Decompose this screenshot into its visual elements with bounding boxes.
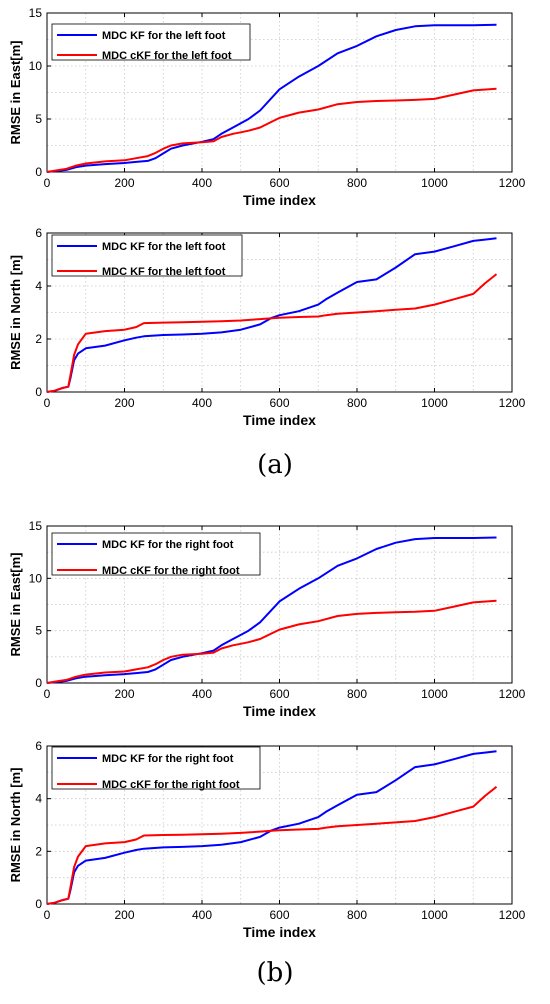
x-tick-label: 400 <box>192 908 212 922</box>
legend-entry: MDC KF for the right foot <box>102 539 234 551</box>
series-line-blue <box>46 23 497 173</box>
y-tick-label: 10 <box>29 59 43 73</box>
legend: MDC KF for the right foot MDC cKF for the… <box>51 746 261 791</box>
series-line-blue <box>46 750 497 905</box>
legend-box <box>51 532 261 576</box>
legend-entry: MDC cKF for the left foot <box>102 50 232 62</box>
x-tick-label: 1000 <box>421 396 448 410</box>
y-tick-label: 15 <box>29 519 43 533</box>
legend-entry: MDC KF for the right foot <box>102 753 234 765</box>
y-tick-label: 2 <box>35 332 42 346</box>
x-tick-label: 800 <box>347 396 367 410</box>
x-tick-label: 600 <box>269 687 289 701</box>
x-tick-label: 400 <box>192 396 212 410</box>
legend-entry: MDC KF for the left foot <box>102 241 226 253</box>
x-tick-label: 600 <box>269 908 289 922</box>
x-tick-label: 0 <box>44 176 51 190</box>
x-tick-label: 200 <box>114 687 134 701</box>
series-line-red <box>46 273 498 393</box>
x-tick-label: 1000 <box>421 176 448 190</box>
y-tick-label: 5 <box>35 112 42 126</box>
x-tick-label: 1200 <box>499 396 526 410</box>
y-tick-label: 5 <box>35 624 42 638</box>
y-tick-label: 0 <box>35 385 42 399</box>
x-tick-label: 0 <box>44 687 51 701</box>
legend-entry: MDC KF for the left foot <box>102 30 226 42</box>
legend-entry: MDC KF for the left foot <box>102 266 226 278</box>
x-tick-label: 600 <box>269 396 289 410</box>
chart-b-north: 0 200 400 600 800 1000 1200 0 2 4 6 Time index RMSE … <box>8 739 526 940</box>
y-tick-label: 0 <box>35 897 42 911</box>
legend-box <box>51 234 243 277</box>
legend-entry: MDC cKF for the right foot <box>102 565 240 577</box>
x-tick-label: 800 <box>347 176 367 190</box>
y-tick-label: 6 <box>35 739 42 753</box>
y-tick-label: 6 <box>35 226 42 240</box>
x-tick-label: 1200 <box>499 687 526 701</box>
legend-entry: MDC cKF for the right foot <box>102 779 240 791</box>
grid <box>47 233 512 392</box>
x-tick-label: 0 <box>44 908 51 922</box>
legend: MDC KF for the right foot MDC cKF for the… <box>51 532 261 577</box>
x-axis-label: Time index <box>243 703 316 719</box>
x-axis-label: Time index <box>243 192 316 208</box>
y-axis-label: RMSE in North [m] <box>8 255 23 370</box>
y-tick-label: 0 <box>35 165 42 179</box>
legend: MDC KF for the left foot MDC cKF for the … <box>51 23 251 62</box>
y-axis-label: RMSE in East[m] <box>8 552 23 656</box>
x-tick-label: 200 <box>114 396 134 410</box>
series-line-red <box>46 87 497 173</box>
x-tick-label: 400 <box>192 176 212 190</box>
y-axis-label: RMSE in North [m] <box>8 768 23 883</box>
y-tick-label: 4 <box>35 792 42 806</box>
x-tick-label: 1000 <box>421 687 448 701</box>
x-tick-label: 200 <box>114 176 134 190</box>
x-axis-label: Time index <box>243 412 316 428</box>
legend-box <box>51 746 261 790</box>
y-tick-label: 15 <box>29 6 43 20</box>
x-tick-label: 1000 <box>421 908 448 922</box>
x-axis-label: Time index <box>243 924 316 940</box>
series-line-blue <box>46 237 497 393</box>
x-tick-label: 800 <box>347 908 367 922</box>
x-tick-label: 400 <box>192 687 212 701</box>
y-axis-label: RMSE in East[m] <box>8 40 23 144</box>
series-line-blue <box>46 536 497 684</box>
y-tick-label: 0 <box>35 676 42 690</box>
y-tick-label: 2 <box>35 844 42 858</box>
x-tick-label: 200 <box>114 908 134 922</box>
y-tick-label: 10 <box>29 571 43 585</box>
x-tick-label: 800 <box>347 687 367 701</box>
chart-a-north: 0 200 400 600 800 1000 1200 0 2 4 6 Time index RMSE … <box>8 226 526 428</box>
x-tick-label: 0 <box>44 396 51 410</box>
series-line-red <box>46 599 497 684</box>
panel-label-a: (a) <box>257 450 293 480</box>
chart-b-east: 0 200 400 600 800 1000 1200 0 5 10 15 Time index RMS… <box>8 519 526 719</box>
panel-label-b: (b) <box>256 958 294 988</box>
x-tick-label: 1200 <box>499 908 526 922</box>
series-line-red <box>46 786 498 905</box>
x-tick-label: 1200 <box>499 176 526 190</box>
legend: MDC KF for the left foot MDC KF for the l… <box>51 234 243 278</box>
chart-a-east: 0 200 400 600 800 1000 1200 0 5 10 15 Time index RMS… <box>8 6 526 208</box>
x-tick-label: 600 <box>269 176 289 190</box>
y-tick-label: 4 <box>35 279 42 293</box>
